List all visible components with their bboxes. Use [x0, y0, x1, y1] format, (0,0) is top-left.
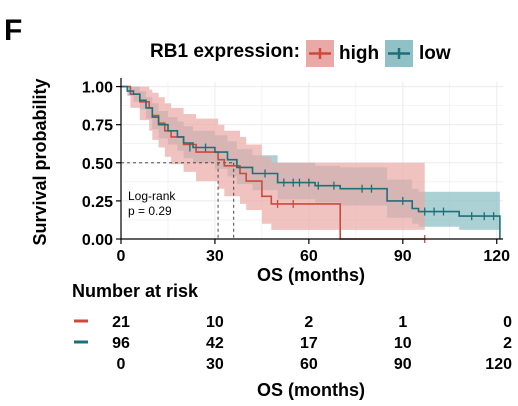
risk-cell: 10: [206, 314, 224, 331]
risk-cell: 2: [503, 335, 512, 352]
y-tick-label: 0.00: [82, 232, 113, 249]
risk-cell: 42: [206, 335, 224, 352]
x-tick-label: 60: [300, 248, 318, 265]
risk-cell: 17: [300, 335, 318, 352]
median-lines: [121, 162, 235, 239]
logrank-pvalue: p = 0.29: [128, 204, 172, 218]
censor-marks: [189, 143, 495, 243]
y-tick-label: 0.25: [82, 194, 113, 211]
legend-label-low: low: [419, 43, 451, 64]
y-tick-label: 0.75: [82, 118, 113, 135]
risk-cell: 1: [398, 314, 407, 331]
km-curve-low: [121, 85, 501, 239]
risk-cell: 10: [394, 335, 412, 352]
ci-band-high: [121, 86, 425, 230]
risk-cell: 21: [112, 314, 130, 331]
risk-cell: 96: [112, 335, 130, 352]
risk-table-title: Number at risk: [72, 281, 199, 301]
risk-table: 21 10 2 1 096 42 17 10 20 30 60 90 120: [74, 314, 512, 373]
y-axis-title: Survival probability: [30, 78, 50, 245]
confidence-bands: [121, 86, 500, 230]
x-tick-label: 0: [117, 248, 126, 265]
risk-cell: 60: [300, 356, 318, 373]
x-tick-label: 30: [206, 248, 224, 265]
risk-cell: 120: [485, 356, 512, 373]
risk-cell: 90: [394, 356, 412, 373]
risk-cell: 0: [503, 314, 512, 331]
y-tick-label: 1.00: [82, 80, 113, 97]
y-tick-label: 0.50: [82, 156, 113, 173]
x-tick-label: 120: [483, 248, 510, 265]
axes: 0.00 0.25 0.50 0.75 1.00 0 30 60 90 120: [82, 78, 510, 265]
risk-cell: 30: [206, 356, 224, 373]
legend: RB1 expression: high low: [150, 40, 451, 67]
x-axis-title: OS (months): [257, 265, 365, 285]
logrank-label: Log-rank: [128, 189, 176, 203]
panel-label: F: [4, 14, 22, 47]
legend-label-high: high: [339, 43, 379, 64]
risk-cell: 0: [117, 356, 126, 373]
risk-table-x-title: OS (months): [257, 380, 365, 400]
risk-cell: 2: [304, 314, 313, 331]
x-tick-label: 90: [394, 248, 412, 265]
legend-title: RB1 expression:: [150, 41, 300, 62]
